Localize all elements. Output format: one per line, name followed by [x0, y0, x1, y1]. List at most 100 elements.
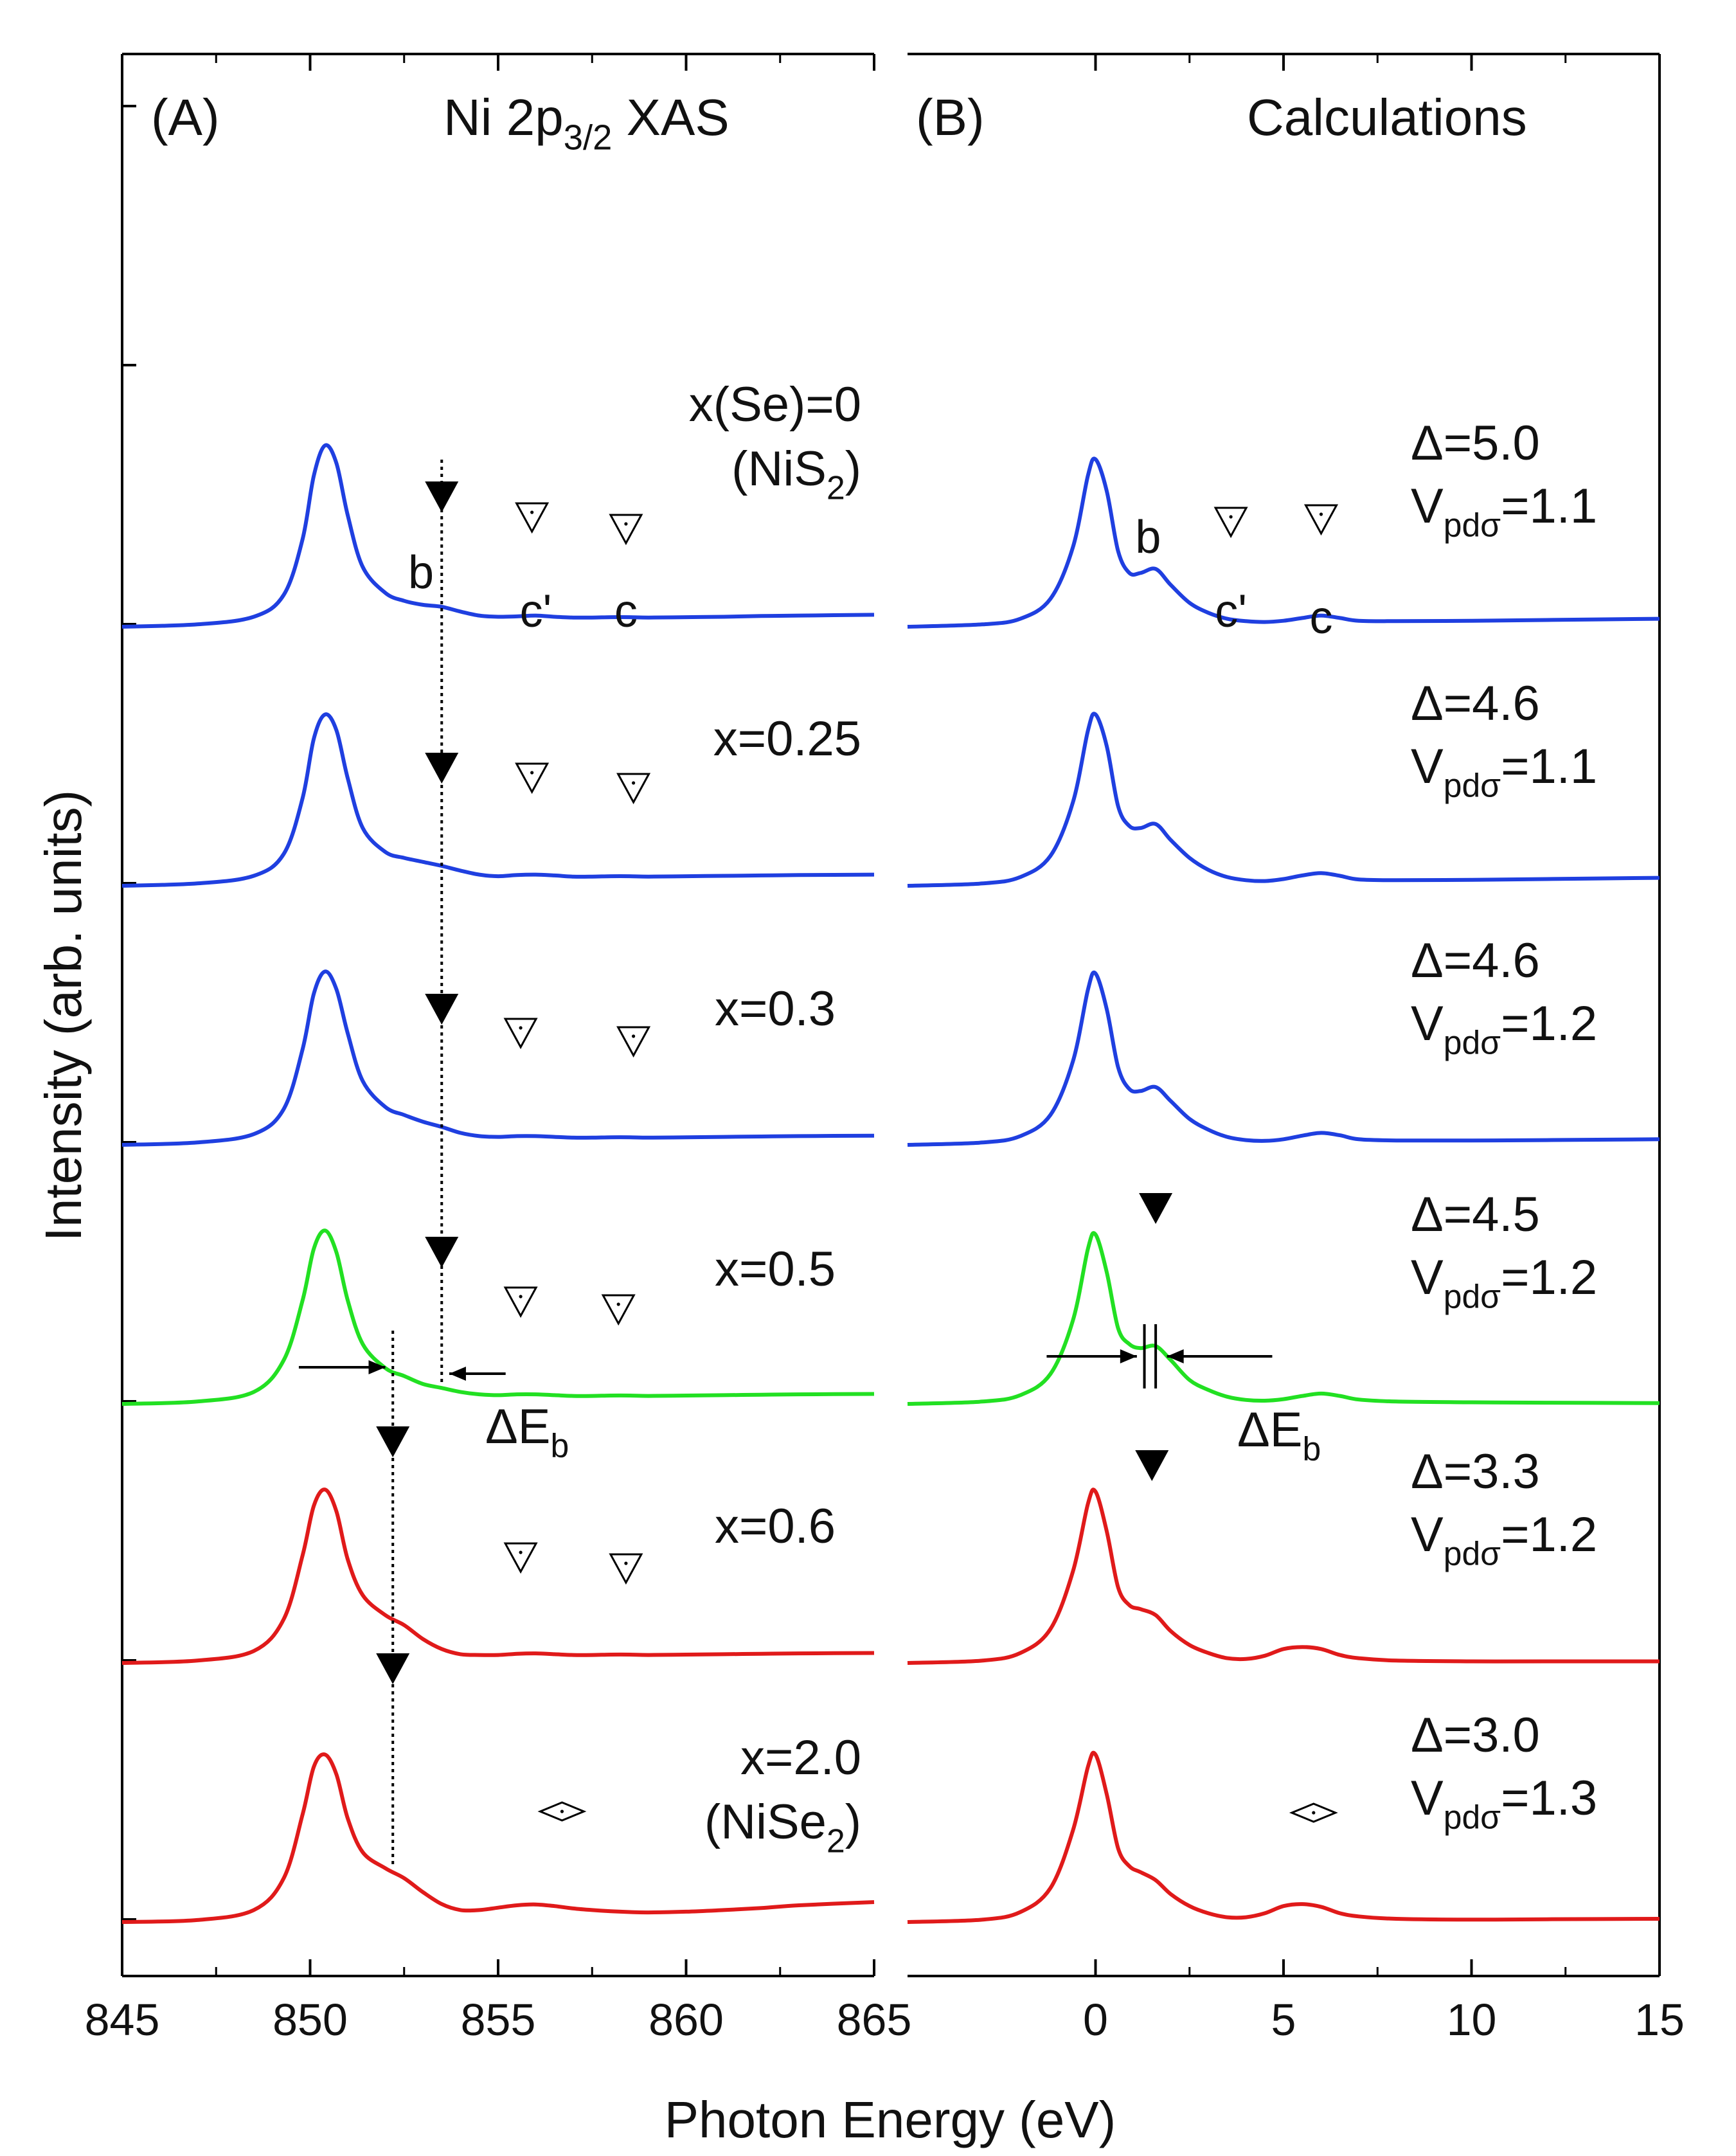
vpd-label-b-4-tail: =1.2 — [1501, 1507, 1597, 1562]
series-line-xas-3 — [121, 1228, 875, 1406]
vpd-label-b-2-sub: pdσ — [1444, 1023, 1501, 1061]
c-marker-a-4 — [503, 1018, 538, 1050]
c-marker-a-0-dot — [530, 510, 534, 514]
vpd-label-b-5: Vpdσ=1.3 — [1411, 1771, 1597, 1835]
delta-arrow-right-b-head — [1167, 1349, 1184, 1363]
series-sublabel-a-0-sub: 2 — [827, 469, 845, 506]
c-marker-b-0-dot — [1229, 515, 1233, 519]
series-line-xas-4 — [121, 1487, 875, 1665]
series-sublabel-a-0-main: (NiS — [731, 442, 827, 496]
series-line-calc-5 — [907, 1750, 1660, 1924]
series-sublabel-a-5-main: (NiSe — [704, 1795, 827, 1849]
vpd-label-b-3-main: V — [1411, 1250, 1444, 1305]
c-marker-a-0 — [515, 502, 550, 534]
delta-arrow-left-a-head — [368, 1360, 386, 1374]
y-axis-label: Intensity (arb. units) — [35, 790, 92, 1242]
x-tick-label: 865 — [837, 1995, 912, 2045]
series-label-a-1: x=0.25 — [713, 712, 861, 766]
series-sublabel-a-5: (NiSe2) — [704, 1795, 861, 1859]
series-label-a-4: x=0.6 — [715, 1499, 836, 1554]
c-marker-a-5-dot — [632, 1034, 636, 1038]
c-marker-a-3 — [616, 773, 651, 805]
delta-eb-label-a: ΔEb — [485, 1399, 569, 1464]
c-marker-a-3-dot — [632, 781, 636, 785]
vpd-label-b-3-sub: pdσ — [1444, 1277, 1501, 1315]
series-line-calc-3 — [907, 1231, 1660, 1406]
series-line-calc-4 — [907, 1487, 1660, 1665]
feature-cprime-a: c' — [520, 586, 552, 637]
feature-cprime-b: c' — [1215, 586, 1247, 637]
c-diamond-b-dot — [1312, 1811, 1316, 1815]
x-tick-label: 845 — [85, 1995, 160, 2045]
panel-title-a: Ni 2p3/2 XAS — [443, 89, 729, 157]
text-labels: 845 850 855 860 865 0 5 10 15 (A) Ni 2p3/2 XAS (B) C… — [35, 89, 1685, 2148]
series-line-xas-0 — [121, 443, 875, 629]
series-line-xas-5 — [121, 1752, 875, 1924]
curves — [121, 443, 1660, 1924]
c-marker-b-0 — [1213, 507, 1248, 539]
x-tick-label: 15 — [1634, 1995, 1685, 2045]
x-tick-label: 855 — [461, 1995, 536, 2045]
x-tick-label: 860 — [649, 1995, 724, 2045]
delta-label-b-5: Δ=3.0 — [1411, 1708, 1540, 1763]
panel-title-b: Calculations — [1247, 89, 1527, 146]
vpd-label-b-5-sub: pdσ — [1444, 1798, 1501, 1835]
delta-label-b-2: Δ=4.6 — [1411, 933, 1540, 988]
c-marker-a-9 — [609, 1553, 643, 1585]
c-marker-a-8 — [503, 1542, 538, 1574]
c-marker-a-8-dot — [519, 1550, 523, 1554]
delta-arrow-right-a-head — [449, 1367, 466, 1381]
b-marker-x0 — [425, 481, 459, 512]
x-tick-label: 10 — [1447, 1995, 1497, 2045]
vpd-label-b-1-sub: pdσ — [1444, 766, 1501, 804]
delta-eb-label-a-sub: b — [550, 1426, 569, 1464]
panel-title-a-tail: XAS — [612, 89, 729, 146]
series-label-a-0: x(Se)=0 — [689, 377, 861, 432]
vpd-label-b-4: Vpdσ=1.2 — [1411, 1507, 1597, 1572]
c-marker-a-9-dot — [624, 1561, 628, 1565]
b-marker-x2 — [376, 1653, 410, 1684]
b-marker-x06 — [376, 1426, 410, 1457]
vpd-label-b-2-tail: =1.2 — [1501, 996, 1597, 1051]
vpd-label-b-0: Vpdσ=1.1 — [1411, 479, 1597, 543]
vpd-label-b-1-main: V — [1411, 739, 1444, 794]
vpd-label-b-2: Vpdσ=1.2 — [1411, 996, 1597, 1061]
vpd-label-b-0-sub: pdσ — [1444, 506, 1501, 543]
x-tick-label: 5 — [1271, 1995, 1296, 2045]
series-label-a-2: x=0.3 — [715, 982, 836, 1036]
c-diamond-a-dot — [560, 1810, 564, 1813]
vpd-label-b-3-tail: =1.2 — [1501, 1250, 1597, 1305]
delta-eb-label-a-main: ΔE — [485, 1399, 550, 1454]
b-marker-calc-45 — [1139, 1193, 1173, 1224]
delta-label-b-4: Δ=3.3 — [1411, 1444, 1540, 1499]
series-label-a-5: x=2.0 — [740, 1730, 861, 1785]
vpd-label-b-2-main: V — [1411, 996, 1444, 1051]
c-marker-a-6 — [503, 1286, 538, 1318]
feature-c-a: c — [614, 586, 638, 637]
vpd-label-b-5-tail: =1.3 — [1501, 1771, 1597, 1826]
b-marker-calc-33 — [1135, 1450, 1169, 1481]
series-line-xas-2 — [121, 969, 875, 1147]
panel-label-a: (A) — [151, 89, 220, 146]
c-marker-a-4-dot — [519, 1026, 523, 1030]
c-marker-a-7 — [601, 1294, 636, 1326]
series-sublabel-a-0-tail: ) — [845, 442, 861, 496]
c-marker-a-2-dot — [530, 771, 534, 775]
panel-title-a-sub: 3/2 — [564, 118, 613, 157]
c-marker-a-7-dot — [616, 1302, 620, 1306]
panel-label-b: (B) — [916, 89, 985, 146]
annotations — [298, 460, 1339, 1867]
feature-b-a: b — [408, 547, 434, 598]
delta-label-b-0: Δ=5.0 — [1411, 416, 1540, 471]
c-marker-a-1 — [609, 514, 643, 546]
series-sublabel-a-5-tail: ) — [845, 1795, 861, 1849]
x-axis-label: Photon Energy (eV) — [665, 2091, 1116, 2148]
vpd-label-b-5-main: V — [1411, 1771, 1444, 1826]
c-marker-b-1-dot — [1319, 512, 1323, 516]
b-marker-x03 — [425, 994, 459, 1025]
vpd-label-b-0-main: V — [1411, 479, 1444, 534]
c-marker-b-1 — [1303, 504, 1339, 536]
vpd-label-b-0-tail: =1.1 — [1501, 479, 1597, 534]
b-marker-x05 — [425, 1237, 459, 1268]
